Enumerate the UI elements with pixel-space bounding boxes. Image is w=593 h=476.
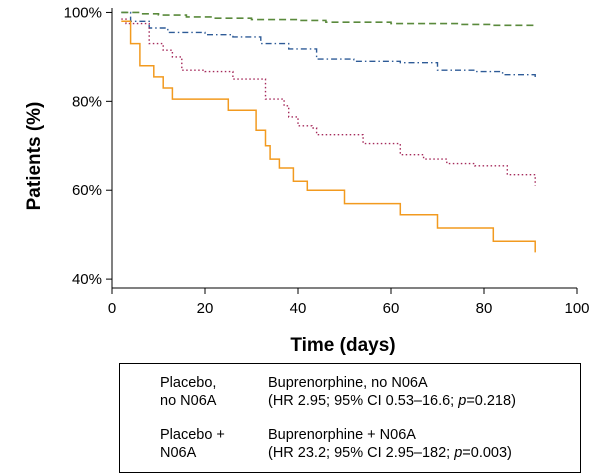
legend-label: Buprenorphine + N06A <box>268 427 416 443</box>
x-axis-title: Time (days) <box>290 335 395 356</box>
series-line-placebo-n06a <box>121 11 536 27</box>
x-tick-label: 80 <box>476 300 493 317</box>
y-tick-label: 80% <box>72 93 102 110</box>
legend-label: Buprenorphine, no N06A <box>268 375 428 391</box>
x-tick-label: 20 <box>197 300 214 317</box>
x-tick-label: 60 <box>383 300 400 317</box>
x-tick-label: 100 <box>564 300 589 317</box>
legend-stats-pre: (HR 2.95; 95% CI 0.53–16.6; <box>268 393 459 409</box>
legend-stats-post: =0.218) <box>466 393 516 409</box>
chart-legend: Placebo, no N06A Buprenorphine, no N06A … <box>119 363 581 473</box>
series-line-placebo-no-n06a <box>121 11 536 80</box>
y-tick-label: 60% <box>72 182 102 199</box>
x-tick-label: 0 <box>108 300 116 317</box>
series-line-buprenorphine-no-n06a <box>121 18 536 186</box>
legend-stats: (HR 23.2; 95% CI 2.95–182; p=0.003) <box>268 444 512 462</box>
legend-stats-pre: (HR 23.2; 95% CI 2.95–182; <box>268 445 455 461</box>
y-tick-label: 40% <box>72 271 102 288</box>
legend-label-line2: N06A <box>160 445 197 461</box>
chart-axes: 0 20 40 60 80 100 40% 60% 80% 100% <box>64 4 590 317</box>
legend-stats: (HR 2.95; 95% CI 0.53–16.6; p=0.218) <box>268 392 516 410</box>
x-tick-label: 40 <box>290 300 307 317</box>
y-axis-title: Patients (%) <box>24 102 45 211</box>
legend-stats-post: =0.003) <box>462 445 512 461</box>
survival-chart: 0 20 40 60 80 100 40% 60% 80% 100% Time (days) Pa… <box>24 4 590 356</box>
y-tick-label: 100% <box>64 4 102 21</box>
series-line-buprenorphine-n06a <box>121 20 536 253</box>
series-layer <box>121 11 536 253</box>
legend-label: Placebo, <box>160 375 217 391</box>
legend-stats-p: p <box>454 445 463 461</box>
legend-label: Placebo + <box>160 427 225 443</box>
legend-label-line2: no N06A <box>160 393 217 409</box>
legend-stats-p: p <box>458 393 467 409</box>
